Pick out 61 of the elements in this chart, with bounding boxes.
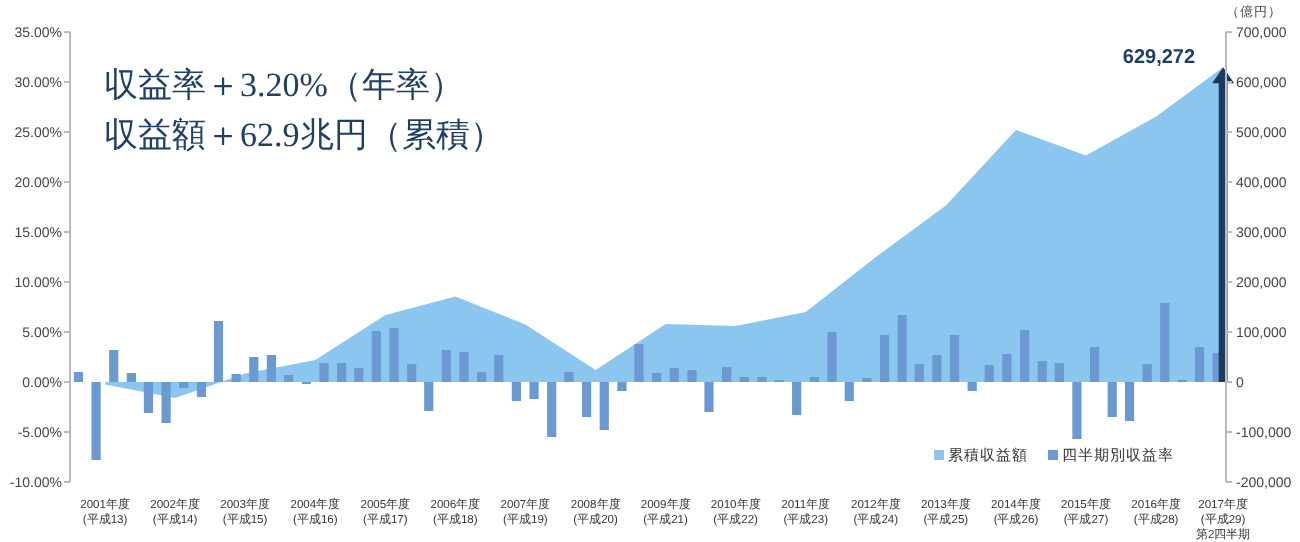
bar xyxy=(1072,382,1082,439)
bar xyxy=(266,355,277,382)
bar xyxy=(1124,382,1135,421)
bar xyxy=(109,350,119,382)
bar xyxy=(932,355,942,382)
bar xyxy=(319,363,329,382)
bar xyxy=(161,382,171,423)
bar xyxy=(582,382,592,417)
bar xyxy=(1089,347,1100,382)
bar xyxy=(897,315,907,382)
bar xyxy=(967,382,977,391)
bar xyxy=(617,382,627,391)
bar xyxy=(179,382,189,388)
bar xyxy=(1037,361,1047,382)
bar xyxy=(354,368,364,382)
bar xyxy=(599,382,609,430)
bar xyxy=(547,382,557,437)
bar xyxy=(634,344,644,382)
bar xyxy=(1019,330,1030,382)
bar xyxy=(494,355,504,382)
bar xyxy=(213,321,224,382)
bar xyxy=(1142,364,1152,382)
bar xyxy=(231,374,241,382)
bar xyxy=(1054,363,1064,382)
bar xyxy=(73,372,84,382)
bar xyxy=(441,350,451,382)
bar xyxy=(424,382,434,411)
bar xyxy=(91,382,101,460)
bar xyxy=(844,382,854,401)
bar xyxy=(407,364,417,382)
bar xyxy=(984,365,994,382)
bar xyxy=(792,382,802,415)
bar xyxy=(687,370,697,382)
bar xyxy=(126,373,136,382)
annotation: 収益率＋3.20%（年率） xyxy=(104,66,464,104)
bar xyxy=(914,364,924,382)
bar xyxy=(564,372,574,382)
bar xyxy=(1107,382,1117,417)
bar xyxy=(143,382,154,413)
bar xyxy=(1002,354,1012,382)
data-label: 629,272 xyxy=(1122,47,1196,70)
bar xyxy=(459,352,469,382)
bar xyxy=(1160,303,1170,382)
annotation: 収益額＋62.9兆円（累積） xyxy=(104,116,504,154)
bar xyxy=(284,375,294,382)
bar xyxy=(196,382,207,397)
bar xyxy=(1194,347,1205,382)
bar xyxy=(511,382,521,401)
bar xyxy=(529,382,539,399)
bar xyxy=(949,335,960,382)
bar xyxy=(371,331,381,382)
bar xyxy=(669,368,679,382)
bar xyxy=(652,373,662,382)
bar xyxy=(477,372,487,382)
bar xyxy=(879,335,890,382)
bar xyxy=(722,367,732,382)
bar xyxy=(337,363,347,382)
bar xyxy=(389,328,399,382)
bar xyxy=(827,332,837,382)
bar xyxy=(249,357,259,382)
bar xyxy=(704,382,714,412)
